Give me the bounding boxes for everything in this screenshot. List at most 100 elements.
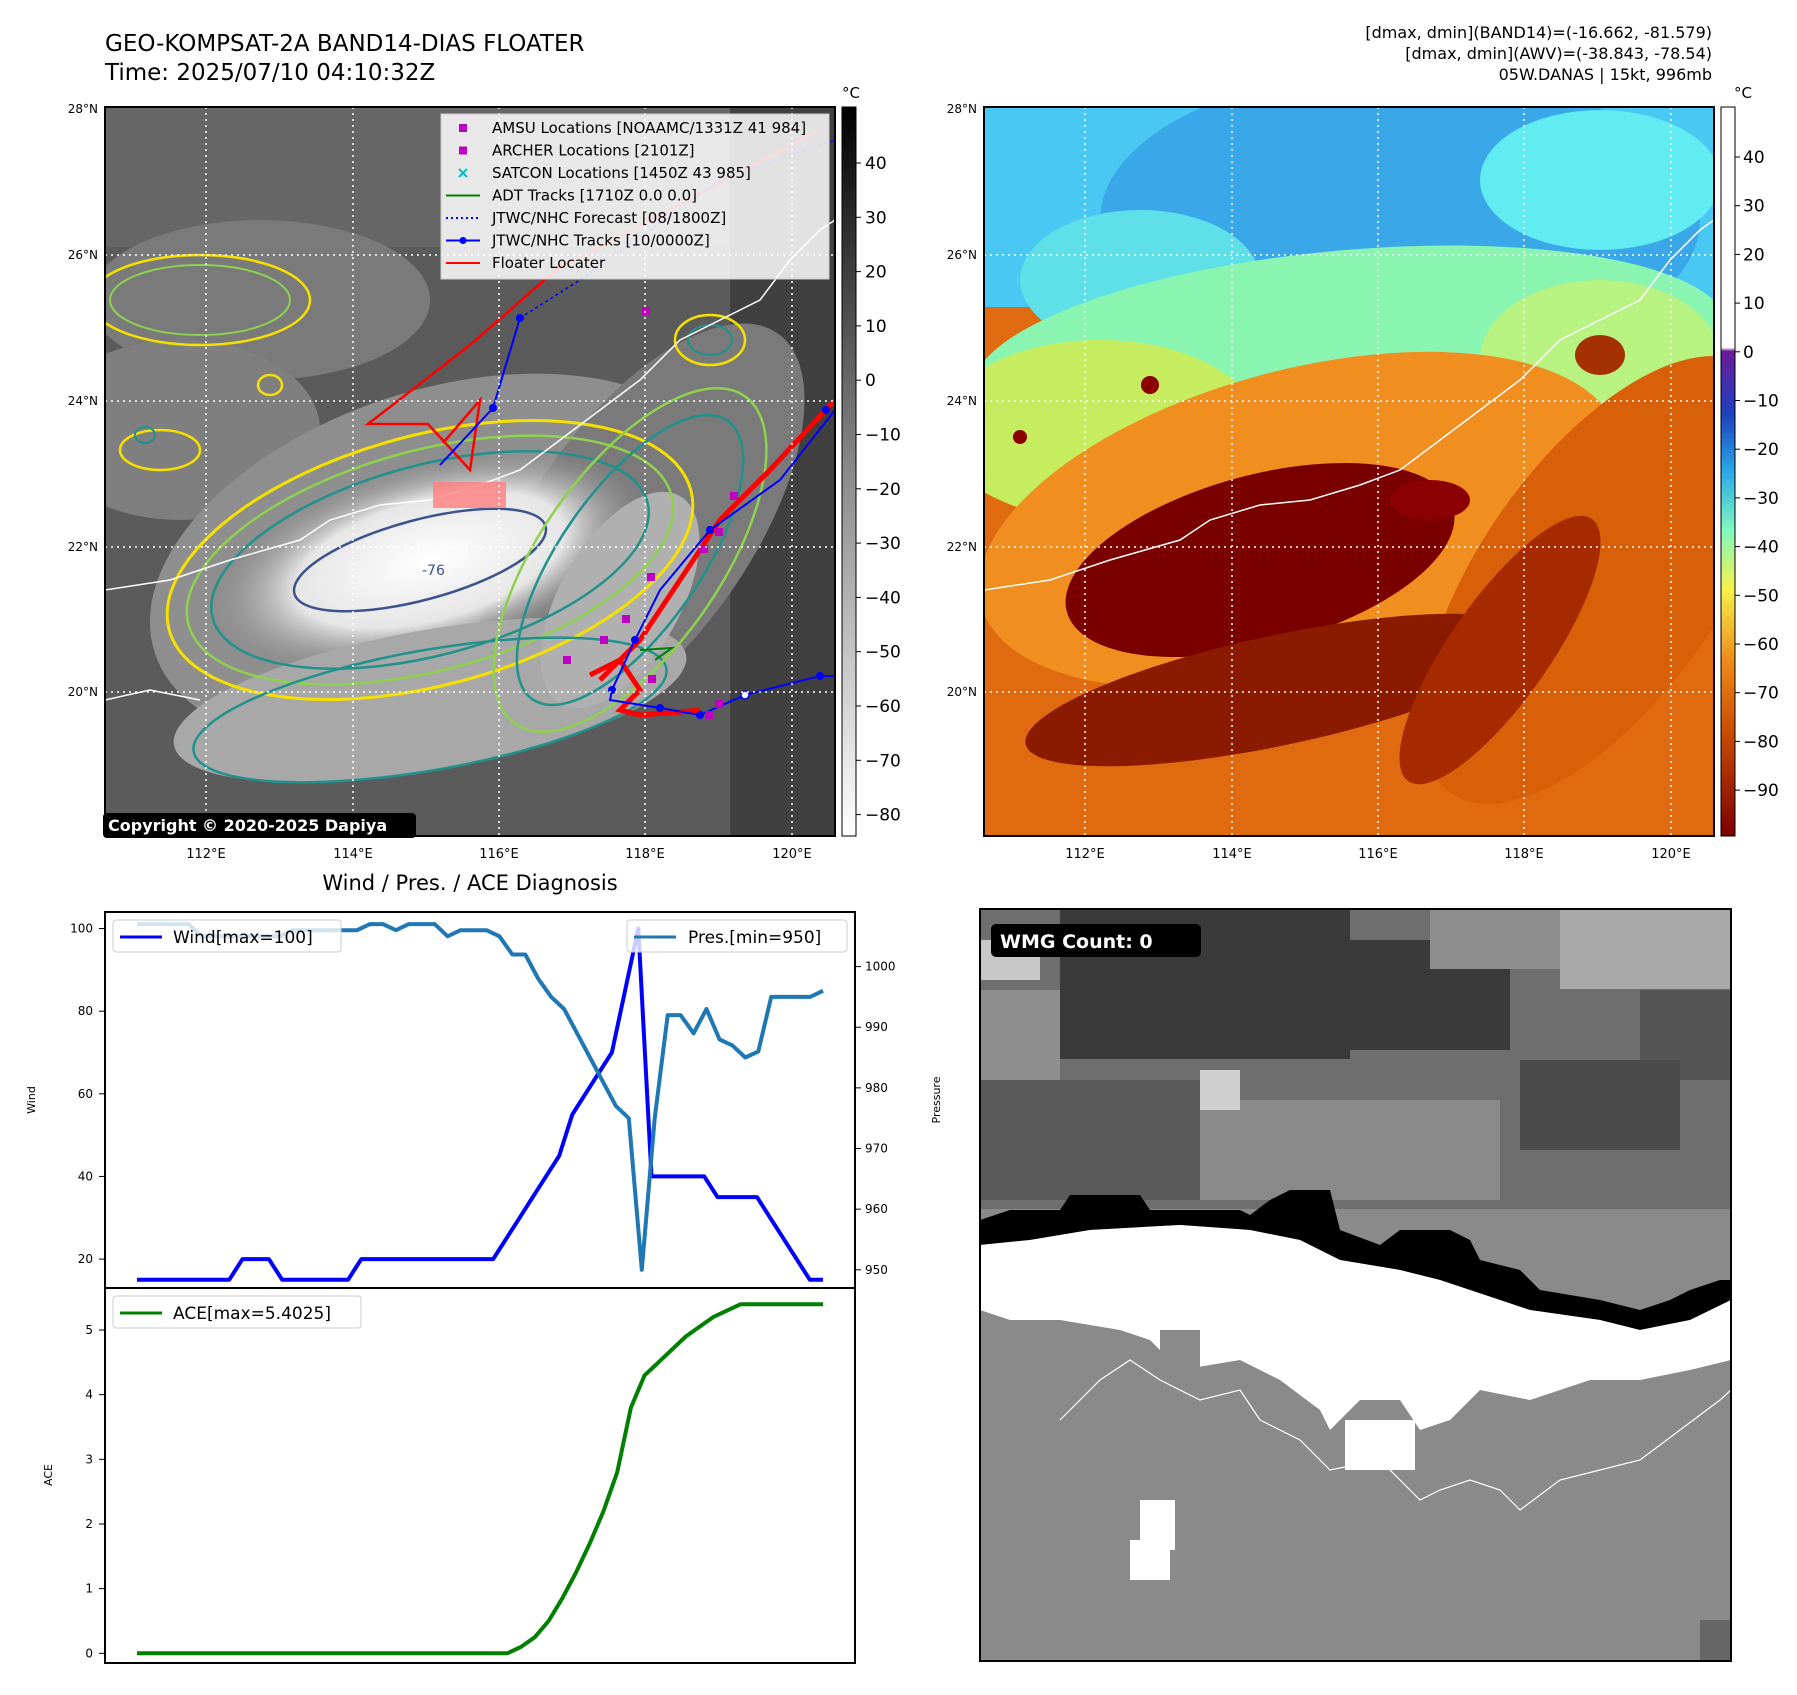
ir-legend-label: ADT Tracks [1710Z 0.0 0.0] bbox=[492, 187, 697, 205]
awv-colorbar-tick-label: 30 bbox=[1743, 197, 1765, 217]
ir-legend-entry: JTWC/NHC Forecast [08/1800Z] bbox=[446, 209, 726, 227]
wind-axis-tick-label: 60 bbox=[78, 1087, 93, 1101]
pressure-axis-tick-label: 990 bbox=[865, 1020, 888, 1034]
legend-dot-marker bbox=[459, 237, 467, 244]
ir-legend-entry: ADT Tracks [1710Z 0.0 0.0] bbox=[446, 187, 697, 205]
awv-colorbar-tick-label: 10 bbox=[1743, 294, 1765, 314]
awv-lat-label: 22°N bbox=[947, 540, 977, 554]
ir-lon-label: 118°E bbox=[625, 847, 665, 862]
ir-colorbar-tick-label: −60 bbox=[865, 697, 901, 717]
wind-legend-label: Wind[max=100] bbox=[173, 928, 313, 948]
ir-lat-label: 24°N bbox=[68, 394, 98, 408]
ir-colorbar-unit: °C bbox=[842, 84, 860, 102]
ace-axis-tick-label: 4 bbox=[85, 1388, 93, 1402]
wind-legend: Wind[max=100] bbox=[112, 919, 342, 953]
ace-legend-label: ACE[max=5.4025] bbox=[173, 1304, 331, 1324]
legend-square-marker bbox=[459, 124, 467, 132]
ir-legend-entry: SATCON Locations [1450Z 43 985] bbox=[458, 164, 751, 182]
ace-axis-tick-label: 0 bbox=[85, 1646, 93, 1660]
ir-legend-label: JTWC/NHC Forecast [08/1800Z] bbox=[491, 209, 726, 227]
awv-lon-label: 114°E bbox=[1212, 847, 1252, 862]
ir-legend-label: ARCHER Locations [2101Z] bbox=[492, 142, 695, 160]
ace-axis-label: ACE bbox=[42, 1464, 55, 1486]
ir-colorbar-tick-label: 40 bbox=[865, 154, 887, 174]
info-band14-range: [dmax, dmin](BAND14)=(-16.662, -81.579) bbox=[1365, 23, 1712, 42]
awv-colorbar-tick-label: −40 bbox=[1743, 538, 1779, 558]
ace-axis-tick-label: 2 bbox=[85, 1517, 93, 1531]
awv-colorbar-tick-label: −90 bbox=[1743, 781, 1779, 801]
awv-lat-label: 24°N bbox=[947, 394, 977, 408]
pressure-axis-tick-label: 960 bbox=[865, 1202, 888, 1216]
awv-lat-label: 26°N bbox=[947, 248, 977, 262]
ir-lat-label: 22°N bbox=[68, 540, 98, 554]
ir-legend-entry: ARCHER Locations [2101Z] bbox=[459, 142, 695, 160]
ir-legend-entry: Floater Locater bbox=[446, 254, 606, 272]
awv-colorbar-tick-label: 20 bbox=[1743, 245, 1765, 265]
figure-time: Time: 2025/07/10 04:10:32Z bbox=[104, 60, 435, 86]
awv-colorbar-tick-label: −20 bbox=[1743, 440, 1779, 460]
awv-colorbar-tick-label: −50 bbox=[1743, 586, 1779, 606]
ir-legend-label: AMSU Locations [NOAAMC/1331Z 41 984] bbox=[492, 119, 806, 137]
awv-lon-label: 120°E bbox=[1651, 847, 1691, 862]
awv-colorbar-tick-label: 40 bbox=[1743, 148, 1765, 168]
awv-lon-label: 112°E bbox=[1065, 847, 1105, 862]
awv-colorbar bbox=[1720, 106, 1736, 837]
ace-series-line bbox=[137, 1302, 823, 1656]
pressure-axis-tick-label: 1000 bbox=[865, 960, 896, 974]
wind-pressure-panel: Wind / Pres. / ACE Diagnosis Wind Pressu… bbox=[25, 871, 943, 1289]
ir-legend: AMSU Locations [NOAAMC/1331Z 41 984] ARCH… bbox=[440, 113, 830, 280]
wind-axis-tick-label: 80 bbox=[78, 1004, 93, 1018]
ir-lon-label: 112°E bbox=[186, 847, 226, 862]
legend-square-marker bbox=[459, 146, 467, 155]
ir-colorbar-tick-label: −80 bbox=[865, 806, 901, 826]
ir-colorbar-tick-label: −40 bbox=[865, 588, 901, 608]
wmg-count-badge: WMG Count: 0 bbox=[1000, 931, 1153, 953]
awv-colorbar-tick-label: −30 bbox=[1743, 489, 1779, 509]
wind-axis-tick-label: 100 bbox=[70, 922, 93, 936]
ir-colorbar-tick-label: 10 bbox=[865, 317, 887, 337]
awv-lat-label: 20°N bbox=[947, 685, 977, 699]
awv-imagery bbox=[984, 107, 1714, 836]
ir-colorbar-tick-label: −10 bbox=[865, 426, 901, 446]
ir-legend-label: SATCON Locations [1450Z 43 985] bbox=[492, 164, 751, 182]
ir-colorbar-tick-label: −70 bbox=[865, 751, 901, 771]
wind-axis-tick-label: 20 bbox=[78, 1252, 93, 1266]
pressure-axis-tick-label: 970 bbox=[865, 1142, 888, 1156]
awv-panel: 28°N 26°N 24°N 22°N 20°N 112°E 114°E 116… bbox=[947, 84, 1779, 862]
ir-contour-label: -76 bbox=[422, 563, 445, 579]
wmg-panel: WMG Count: 0 bbox=[979, 908, 1732, 1662]
figure-title: GEO-KOMPSAT-2A BAND14-DIAS FLOATER bbox=[105, 31, 585, 57]
ir-copyright: Copyright © 2020-2025 Dapiya bbox=[108, 816, 387, 835]
ir-colorbar bbox=[841, 106, 857, 837]
diagnosis-title: Wind / Pres. / ACE Diagnosis bbox=[322, 871, 617, 895]
pressure-legend: Pres.[min=950] bbox=[626, 919, 848, 953]
awv-colorbar-tick-label: −60 bbox=[1743, 635, 1779, 655]
ir-colorbar-tick-label: 0 bbox=[865, 371, 876, 391]
wind-axis-tick-label: 40 bbox=[78, 1169, 93, 1183]
ir-lon-label: 120°E bbox=[772, 847, 812, 862]
pressure-axis-tick-label: 980 bbox=[865, 1081, 888, 1095]
ir-colorbar-tick-label: −20 bbox=[865, 480, 901, 500]
awv-lat-label: 28°N bbox=[947, 102, 977, 116]
pressure-axis-tick-label: 950 bbox=[865, 1263, 888, 1277]
ir-colorbar-tick-label: 20 bbox=[865, 263, 887, 283]
ir-lat-label: 26°N bbox=[68, 248, 98, 262]
ir-lon-label: 116°E bbox=[479, 847, 519, 862]
awv-lon-label: 116°E bbox=[1358, 847, 1398, 862]
ir-legend-entry: JTWC/NHC Tracks [10/0000Z] bbox=[446, 232, 710, 250]
info-storm-summary: 05W.DANAS | 15kt, 996mb bbox=[1499, 65, 1712, 84]
ir-lat-label: 28°N bbox=[68, 102, 98, 116]
pressure-axis-label: Pressure bbox=[930, 1076, 943, 1123]
wind-series-line bbox=[137, 926, 823, 1282]
awv-colorbar-tick-label: −70 bbox=[1743, 684, 1779, 704]
awv-colorbar-tick-label: −80 bbox=[1743, 732, 1779, 752]
ir-legend-label: Floater Locater bbox=[492, 254, 606, 272]
ir-lat-label: 20°N bbox=[68, 685, 98, 699]
awv-colorbar-unit: °C bbox=[1734, 84, 1752, 102]
awv-lon-label: 118°E bbox=[1504, 847, 1544, 862]
ir-legend-entry: AMSU Locations [NOAAMC/1331Z 41 984] bbox=[459, 119, 806, 137]
ace-axis-tick-label: 1 bbox=[85, 1582, 93, 1596]
ir-colorbar-tick-label: 30 bbox=[865, 208, 887, 228]
ir-legend-label: JTWC/NHC Tracks [10/0000Z] bbox=[491, 232, 710, 250]
